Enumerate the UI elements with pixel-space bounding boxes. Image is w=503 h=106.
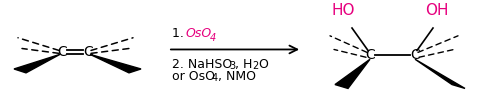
- Text: O: O: [258, 58, 268, 71]
- Text: 2. NaHSO: 2. NaHSO: [172, 58, 232, 71]
- Polygon shape: [14, 54, 60, 73]
- Text: 3: 3: [229, 61, 235, 71]
- Text: C: C: [365, 48, 375, 62]
- Text: HO: HO: [332, 3, 356, 18]
- Text: 1.: 1.: [172, 27, 188, 40]
- Polygon shape: [415, 59, 465, 88]
- Text: OH: OH: [425, 3, 449, 18]
- Text: OsO: OsO: [186, 27, 212, 40]
- Text: , H: , H: [235, 58, 253, 71]
- Text: 2: 2: [252, 61, 258, 71]
- Text: , NMO: , NMO: [218, 70, 256, 83]
- Polygon shape: [90, 54, 141, 73]
- Text: C: C: [57, 45, 67, 59]
- Text: 4: 4: [210, 33, 216, 43]
- Text: C: C: [410, 48, 420, 62]
- Text: C: C: [83, 45, 93, 59]
- Text: 4: 4: [212, 73, 218, 83]
- Text: or OsO: or OsO: [172, 70, 215, 83]
- Polygon shape: [335, 59, 370, 88]
